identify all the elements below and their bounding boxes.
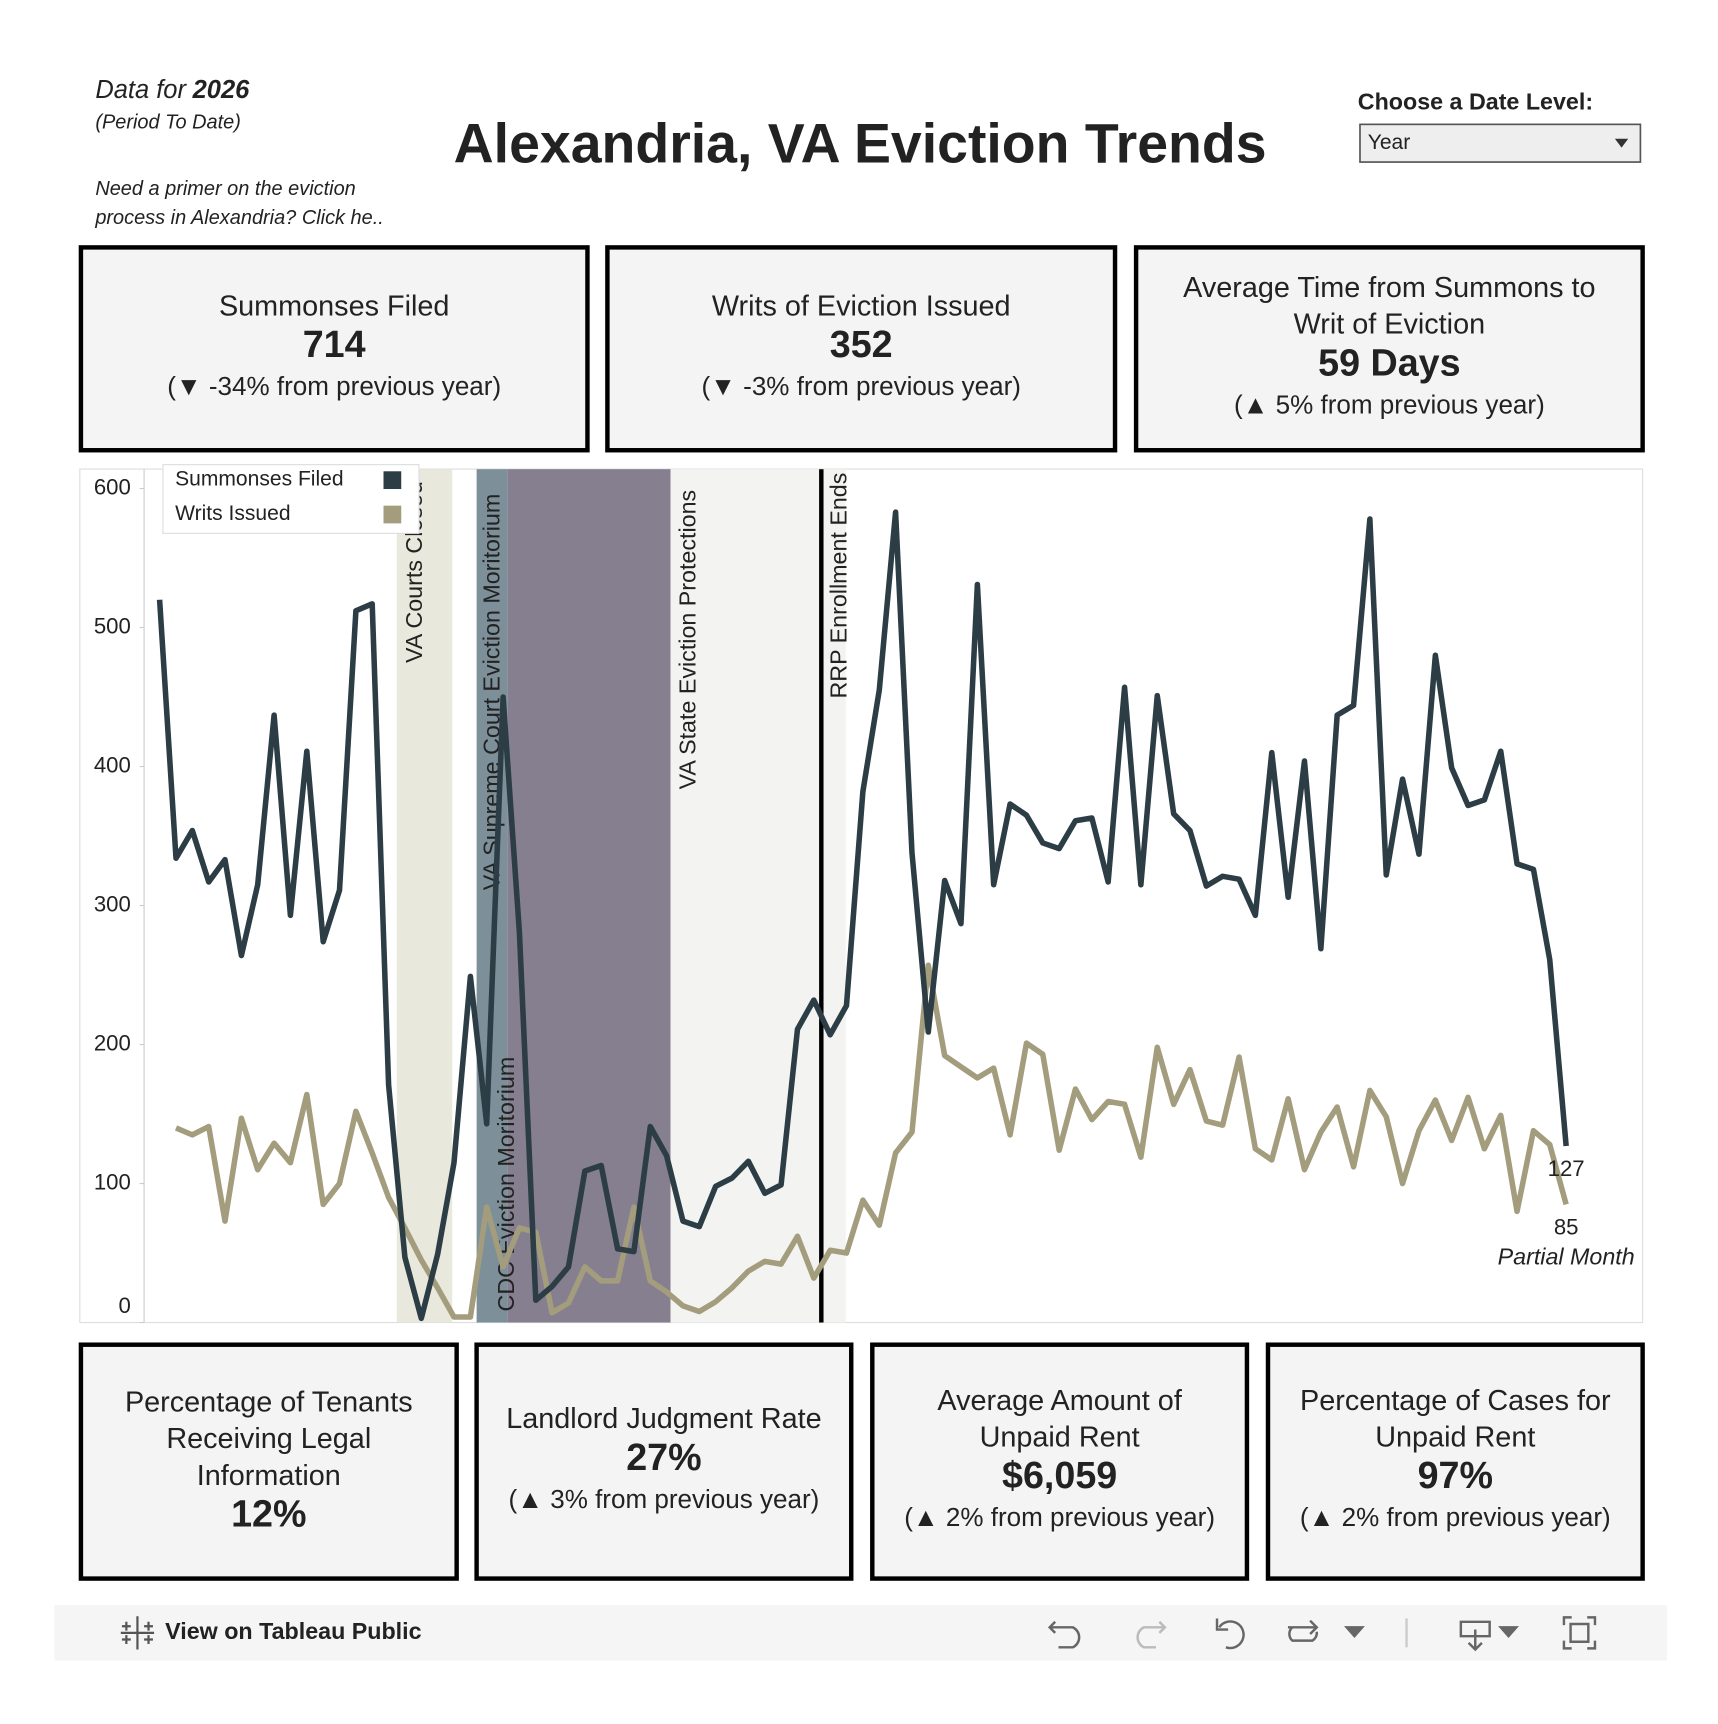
kpi-value: 12% xyxy=(231,1492,306,1534)
legend-swatch xyxy=(383,471,402,490)
legend-box xyxy=(162,464,420,534)
annotation-label: CDC Eviction Moritorium xyxy=(493,1057,519,1312)
annotation-band xyxy=(820,469,846,1323)
primer-link[interactable]: Need a primer on the eviction xyxy=(95,178,355,200)
kpi-change: (▲ 3% from previous year) xyxy=(509,1484,820,1514)
kpi-value: 714 xyxy=(303,323,366,365)
plot-frame xyxy=(79,468,1644,1324)
revert[interactable] xyxy=(1215,1618,1245,1650)
kpi-box xyxy=(605,245,1118,453)
kpi-box xyxy=(474,1342,854,1581)
kpi-title: Percentage of Tenants xyxy=(125,1387,413,1419)
annotation-band xyxy=(476,469,508,1323)
annotation-label: RRP Enrollment Ends xyxy=(825,473,851,699)
date-level-dropdown[interactable]: Year xyxy=(1359,123,1642,163)
kpi-value: 352 xyxy=(830,323,893,365)
series-line xyxy=(156,509,1569,1322)
kpi-change: (▼ -3% from previous year) xyxy=(702,371,1021,401)
refresh[interactable] xyxy=(1287,1619,1319,1642)
kpi-change: (▲ 5% from previous year) xyxy=(1234,389,1545,419)
kpi-value: 97% xyxy=(1418,1454,1493,1496)
kpi-title: Receiving Legal xyxy=(166,1423,371,1455)
series-line xyxy=(174,962,1569,1320)
y-tick-label: 200 xyxy=(94,1030,131,1055)
kpi-box xyxy=(870,1342,1250,1581)
annotation-band xyxy=(396,469,453,1323)
y-tick-label: 100 xyxy=(94,1169,131,1194)
tableau-link[interactable]: View on Tableau Public xyxy=(165,1618,421,1644)
y-tick-label: 400 xyxy=(94,752,131,777)
kpi-value: 59 Days xyxy=(1318,341,1460,383)
primer-link[interactable]: process in Alexandria? Click he.. xyxy=(94,207,384,229)
tableau-icon[interactable] xyxy=(120,1616,155,1650)
kpi-box xyxy=(1265,1342,1645,1581)
kpi-box xyxy=(78,1342,459,1581)
data-label: 85 xyxy=(1554,1215,1579,1240)
legend: Summonses Filed Writs Issued xyxy=(162,464,420,534)
y-tick-label: 300 xyxy=(94,891,131,916)
dropdown-value[interactable]: Year xyxy=(1368,131,1411,154)
dropdown-arrow[interactable] xyxy=(1614,138,1629,148)
annotation-label: VA State Eviction Protections xyxy=(675,490,701,790)
data-year: 2026 xyxy=(192,76,251,104)
kpi-value: 27% xyxy=(626,1436,701,1478)
more[interactable] xyxy=(1344,1626,1365,1639)
title: Alexandria, VA Eviction Trends xyxy=(454,112,1267,174)
fullscreen[interactable] xyxy=(1562,1616,1597,1650)
undo[interactable] xyxy=(1047,1620,1081,1649)
download-more[interactable] xyxy=(1498,1626,1519,1639)
period: (Period To Date) xyxy=(95,112,241,134)
kpi-change: (▲ 2% from previous year) xyxy=(904,1502,1215,1532)
plot: VA Courts Closed VA Supreme Court Evictio… xyxy=(156,469,1569,1323)
annotation-band xyxy=(670,469,821,1323)
y-tick-label: 0 xyxy=(118,1293,130,1318)
kpi-title: Writ of Eviction xyxy=(1294,309,1486,341)
kpi-title: Percentage of Cases for xyxy=(1300,1385,1611,1417)
kpi-box xyxy=(1133,245,1645,453)
kpi-box xyxy=(78,245,590,453)
data-for-label: Data for xyxy=(95,76,187,104)
kpi-value: $6,059 xyxy=(1002,1454,1117,1496)
download[interactable] xyxy=(1459,1620,1491,1652)
kpi-change: (▼ -34% from previous year) xyxy=(167,371,501,401)
y-tick-label: 500 xyxy=(94,613,131,638)
footer: View on Tableau Public xyxy=(54,1605,1668,1661)
redo[interactable] xyxy=(1136,1620,1167,1649)
data-label: 127 xyxy=(1548,1156,1585,1181)
legend-swatch xyxy=(383,505,402,524)
legend-label: Writs Issued xyxy=(175,502,290,525)
annotation-note: Partial Month xyxy=(1498,1243,1635,1269)
toolbar xyxy=(1047,1616,1597,1652)
data-for: Data for 2026 xyxy=(95,76,250,104)
y-tick-label: 600 xyxy=(94,474,131,499)
kpi-title: Unpaid Rent xyxy=(1375,1422,1535,1454)
kpi-title: Landlord Judgment Rate xyxy=(506,1403,821,1435)
date-level-label: Choose a Date Level: xyxy=(1358,88,1593,114)
kpi-title: Summonses Filed xyxy=(219,290,449,322)
dropdown-box[interactable] xyxy=(1359,123,1642,163)
kpi-title: Writs of Eviction Issued xyxy=(712,290,1011,322)
kpi-title: Unpaid Rent xyxy=(980,1422,1140,1454)
kpi-title: Average Amount of xyxy=(937,1385,1182,1417)
kpi-change: (▲ 2% from previous year) xyxy=(1300,1502,1611,1532)
footer-bar xyxy=(54,1605,1668,1661)
kpi-title: Average Time from Summons to xyxy=(1183,272,1595,304)
legend-label: Summonses Filed xyxy=(175,468,343,491)
kpi-title: Information xyxy=(197,1460,341,1492)
